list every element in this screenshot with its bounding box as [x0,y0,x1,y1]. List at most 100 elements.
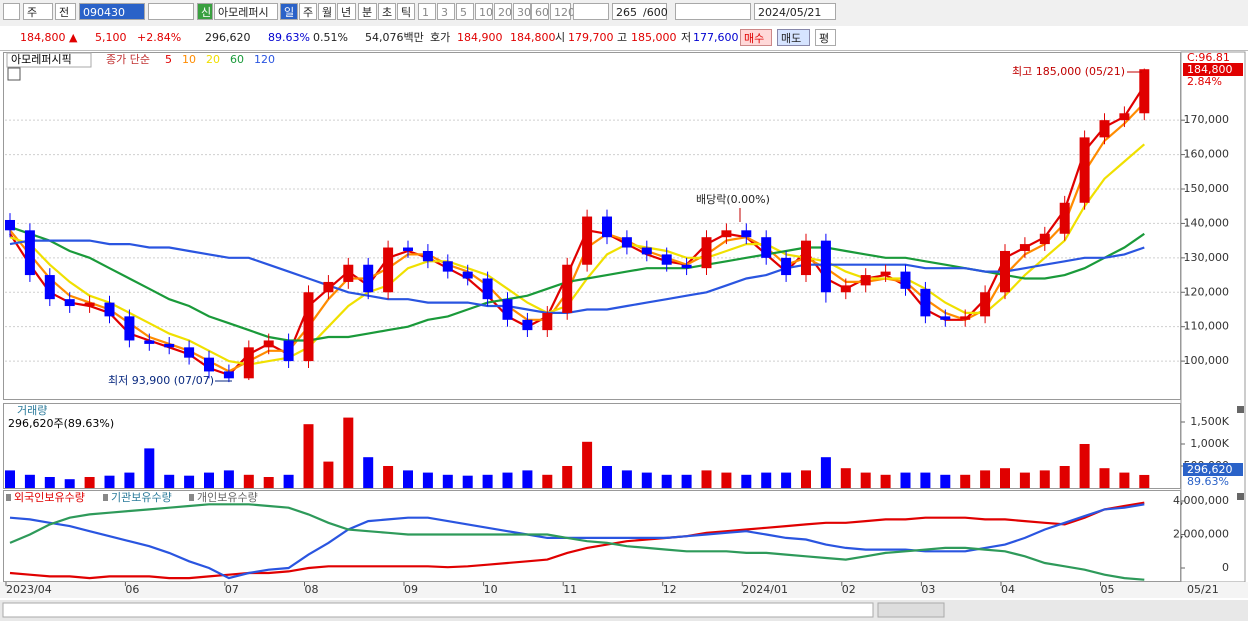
volume-bar [522,470,533,488]
legend-entry: 5 [165,53,172,66]
volume-bar [721,472,732,488]
tool-icons[interactable] [675,3,751,20]
x-tick-label: 07 [225,583,239,596]
candle-body [801,240,811,276]
interval-select[interactable] [573,3,609,20]
label: 저 [681,31,692,44]
volume-bar [1019,472,1030,488]
volume-bar [422,472,433,488]
count-input[interactable]: 265 [612,3,640,20]
change-label: 2.84% [1187,75,1222,88]
y-tick-label: 140,000 [1184,216,1230,229]
volume-bar [761,472,772,488]
menu-icon[interactable] [3,3,20,20]
candle-body [920,288,931,317]
period-button[interactable]: 초 [378,3,396,20]
volume-bar [781,472,792,488]
candle-body [562,264,573,313]
period-button[interactable]: 분 [358,3,377,20]
line-series [9,85,1146,377]
volume-bar [562,465,573,488]
candle-body [104,302,115,317]
candle-body [900,271,911,289]
volume-bar [84,476,95,488]
buy-button[interactable]: 매수 [740,29,772,46]
volume-bar [681,474,692,488]
candle-body [363,264,374,293]
interval-button[interactable]: 10 [475,3,493,20]
period-button[interactable]: 년 [337,3,356,20]
volume-subtitle: 296,620주(89.63%) [8,417,114,430]
candle-body [223,371,234,379]
volume-bar [482,474,493,488]
volume-bar [164,474,175,488]
date-input[interactable]: 2024/05/21 [754,3,836,20]
volume-bar [940,474,951,488]
price-box [1183,63,1243,76]
interval-button[interactable]: 5 [456,3,474,20]
candle-body [64,299,75,307]
bid: 184,800 [510,31,556,44]
x-tick-label: 02 [842,583,856,596]
prev-button[interactable]: 전 [55,3,76,20]
label: 시 [555,31,566,44]
line-series [9,143,1146,366]
legend-swatch [6,494,11,501]
legend-entry: 외국인보유수량 [14,491,85,504]
table-icon [7,67,21,81]
x-tick-label: 11 [563,583,577,596]
interval-button[interactable]: 20 [494,3,512,20]
candle-body [383,247,394,293]
legend-entry: 120 [254,53,275,66]
x-tick-label: 06 [125,583,139,596]
volume-bar [363,457,374,488]
change-rate: +2.84% [137,31,182,44]
legend-entry: 기관보유수량 [111,491,172,504]
candle-body [860,275,871,286]
avg-button[interactable]: 평 [815,29,836,46]
volume-bar [701,470,712,488]
candle-body [5,219,15,231]
interval-button[interactable]: 3 [437,3,455,20]
candle-body [24,230,35,276]
y-tick-label: 120,000 [1184,285,1230,298]
ask: 184,900 [457,31,503,44]
period-button[interactable]: 월 [318,3,336,20]
period-button[interactable]: 주 [299,3,317,20]
interval-button[interactable]: 30 [513,3,531,20]
candle-body [204,357,214,372]
label: 고 [617,31,628,44]
volume-bar [462,475,473,488]
period-button[interactable]: 틱 [397,3,415,20]
candle-body [164,343,175,348]
ratio-label: C:96.81 [1187,51,1230,64]
volume-bar [880,474,891,488]
new-badge[interactable]: 신 [197,3,213,20]
candle-body [303,292,314,362]
y-tick-label: 170,000 [1184,113,1230,126]
sell-button[interactable]: 매도 [777,29,810,46]
market-select[interactable]: 주 [23,3,53,20]
volume-bar [5,470,15,488]
interval-button[interactable]: 120 [550,3,575,20]
candle-body [582,216,593,265]
volume-panel [3,403,1181,489]
volume-bar [44,476,55,488]
candle-body [781,257,792,276]
candle-body [741,230,752,238]
y-tick-label: 130,000 [1184,251,1230,264]
legend-entry: 20 [206,53,220,66]
volume-bar [960,474,971,488]
line-series [9,503,1145,581]
period-button[interactable]: 일 [280,3,298,20]
candle-body [462,271,473,279]
code-input[interactable]: 090430 [79,3,145,20]
interval-button[interactable]: 60 [531,3,549,20]
y-tick-label: 4,000,000 [1173,494,1229,507]
candle-body [1000,250,1010,293]
interval-button[interactable]: 1 [418,3,436,20]
search-icons[interactable] [148,3,194,20]
volume-bar [1000,468,1010,488]
stock-name: 아모레퍼시 [214,3,278,20]
